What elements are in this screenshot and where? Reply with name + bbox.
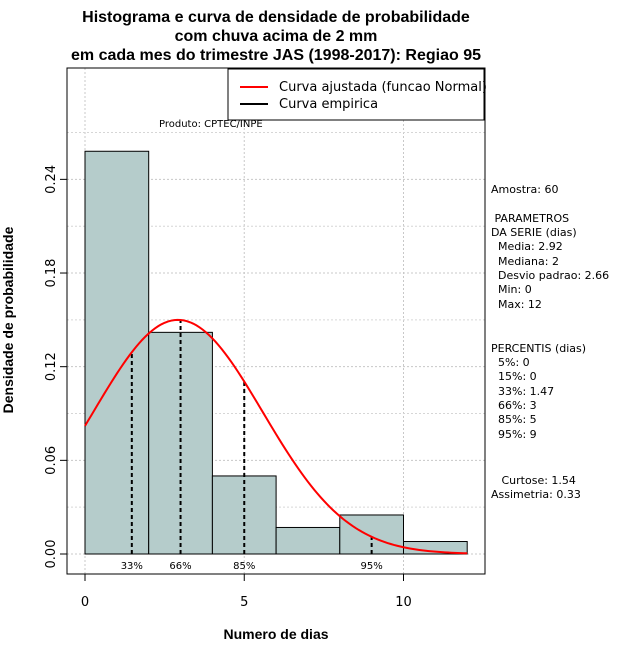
y-tick-label-4: 0.24 bbox=[44, 165, 59, 194]
histogram-bar-5 bbox=[339, 514, 404, 555]
plot-frame bbox=[66, 67, 486, 575]
stats-params-4: Mediana: 2 bbox=[491, 255, 559, 268]
histogram-bar-4 bbox=[275, 526, 341, 555]
stats-sample: Amostra: 60 bbox=[491, 183, 558, 196]
stats-pctl-3: 15%: 0 bbox=[491, 370, 537, 383]
y-axis-label: Densidade de probabilidade bbox=[0, 226, 16, 413]
x-axis: 0 5 10 bbox=[81, 574, 412, 610]
stats-params-1: PARAMETROS bbox=[491, 212, 569, 225]
title-line-2: com chuva acima de 2 mm bbox=[175, 28, 378, 45]
legend-box bbox=[227, 68, 485, 121]
stats-params-5: Desvio padrao: 2.66 bbox=[491, 269, 609, 282]
percentile-lines: 33% 66% 85% 95% bbox=[121, 319, 383, 572]
histogram-bars bbox=[84, 150, 468, 555]
stats-skewness: Assimetria: 0.33 bbox=[491, 488, 581, 501]
percentile-label-95: 95% bbox=[361, 561, 383, 572]
stats-pctl-5: 66%: 3 bbox=[491, 399, 537, 412]
stats-kurtosis: Curtose: 1.54 bbox=[491, 474, 576, 487]
chart-title: Histograma e curva de densidade de proba… bbox=[71, 9, 481, 64]
stats-params-7: Max: 12 bbox=[491, 298, 542, 311]
x-tick-label-10: 10 bbox=[395, 595, 412, 610]
title-line-1: Histograma e curva de densidade de proba… bbox=[82, 9, 470, 26]
fitted-curve bbox=[84, 318, 468, 555]
histogram-bar-1 bbox=[84, 150, 150, 555]
product-annotation: Produto: CPTEC/INPE bbox=[159, 119, 263, 130]
stats-params-2: DA SERIE (dias) bbox=[491, 226, 577, 239]
stats-pctl-6: 85%: 5 bbox=[491, 413, 537, 426]
y-axis: 0.00 0.06 0.12 0.18 0.24 bbox=[44, 165, 67, 569]
stats-pctl-1: PERCENTIS (dias) bbox=[491, 342, 586, 355]
x-tick-label-5: 5 bbox=[240, 595, 248, 610]
stats-pctl-4: 33%: 1.47 bbox=[491, 385, 554, 398]
legend-empirical-label: Curva empirica bbox=[279, 97, 378, 112]
y-tick-label-3: 0.18 bbox=[44, 259, 59, 288]
x-tick-label-0: 0 bbox=[81, 595, 89, 610]
stats-pctl-7: 95%: 9 bbox=[491, 428, 537, 441]
stats-params-3: Media: 2.92 bbox=[491, 240, 563, 253]
stats-params-6: Min: 0 bbox=[491, 283, 532, 296]
percentile-label-33: 33% bbox=[121, 561, 143, 572]
stats-pctl-2: 5%: 0 bbox=[491, 356, 530, 369]
stats-panel: Amostra: 60 PARAMETROS DA SERIE (dias) M… bbox=[491, 183, 609, 501]
title-line-3: em cada mes do trimestre JAS (1998-2017)… bbox=[71, 47, 481, 64]
legend: Curva ajustada (funcao Normal) Curva emp… bbox=[227, 68, 487, 121]
y-tick-label-0: 0.00 bbox=[44, 540, 59, 569]
y-tick-label-1: 0.06 bbox=[44, 446, 59, 475]
normal-curve-line bbox=[84, 318, 468, 555]
x-axis-label: Numero de dias bbox=[223, 626, 328, 642]
y-tick-label-2: 0.12 bbox=[44, 352, 59, 381]
histogram-bar-2 bbox=[148, 331, 213, 555]
percentile-label-66: 66% bbox=[169, 561, 191, 572]
percentile-label-85: 85% bbox=[233, 561, 255, 572]
legend-fitted-label: Curva ajustada (funcao Normal) bbox=[279, 80, 487, 95]
